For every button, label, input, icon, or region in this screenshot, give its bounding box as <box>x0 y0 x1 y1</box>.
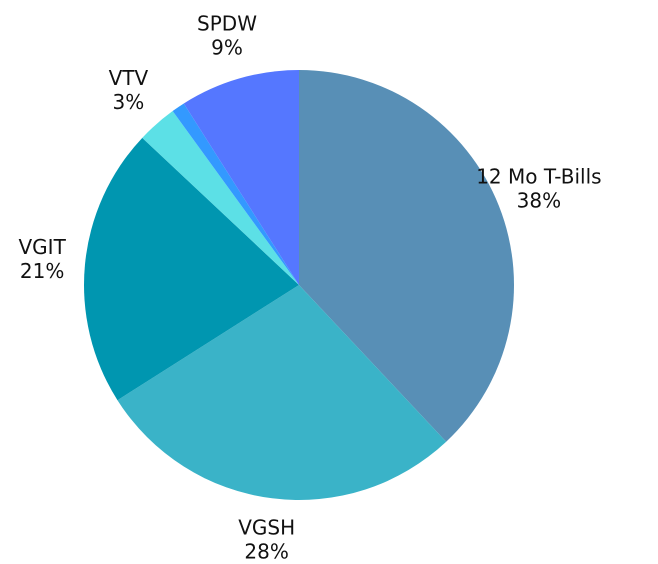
slice-value-label: 21% <box>20 259 64 283</box>
pie-slice <box>117 285 447 501</box>
pie-slice <box>142 111 299 286</box>
pie-slice <box>299 70 514 442</box>
slice-label: VGIT <box>18 235 66 259</box>
pie-slice <box>83 137 299 401</box>
slice-value-label: 3% <box>113 90 145 114</box>
slice-label: SPDW <box>197 12 257 36</box>
pie-slice <box>172 103 299 285</box>
slice-label: 12 Mo T-Bills <box>476 165 601 189</box>
slice-label: VGSH <box>238 515 295 539</box>
slice-value-label: 38% <box>517 189 561 213</box>
slice-value-label: 9% <box>211 36 243 60</box>
slice-label: VTV <box>109 66 149 90</box>
pie-slice <box>183 70 299 285</box>
slice-value-label: 28% <box>244 539 288 563</box>
